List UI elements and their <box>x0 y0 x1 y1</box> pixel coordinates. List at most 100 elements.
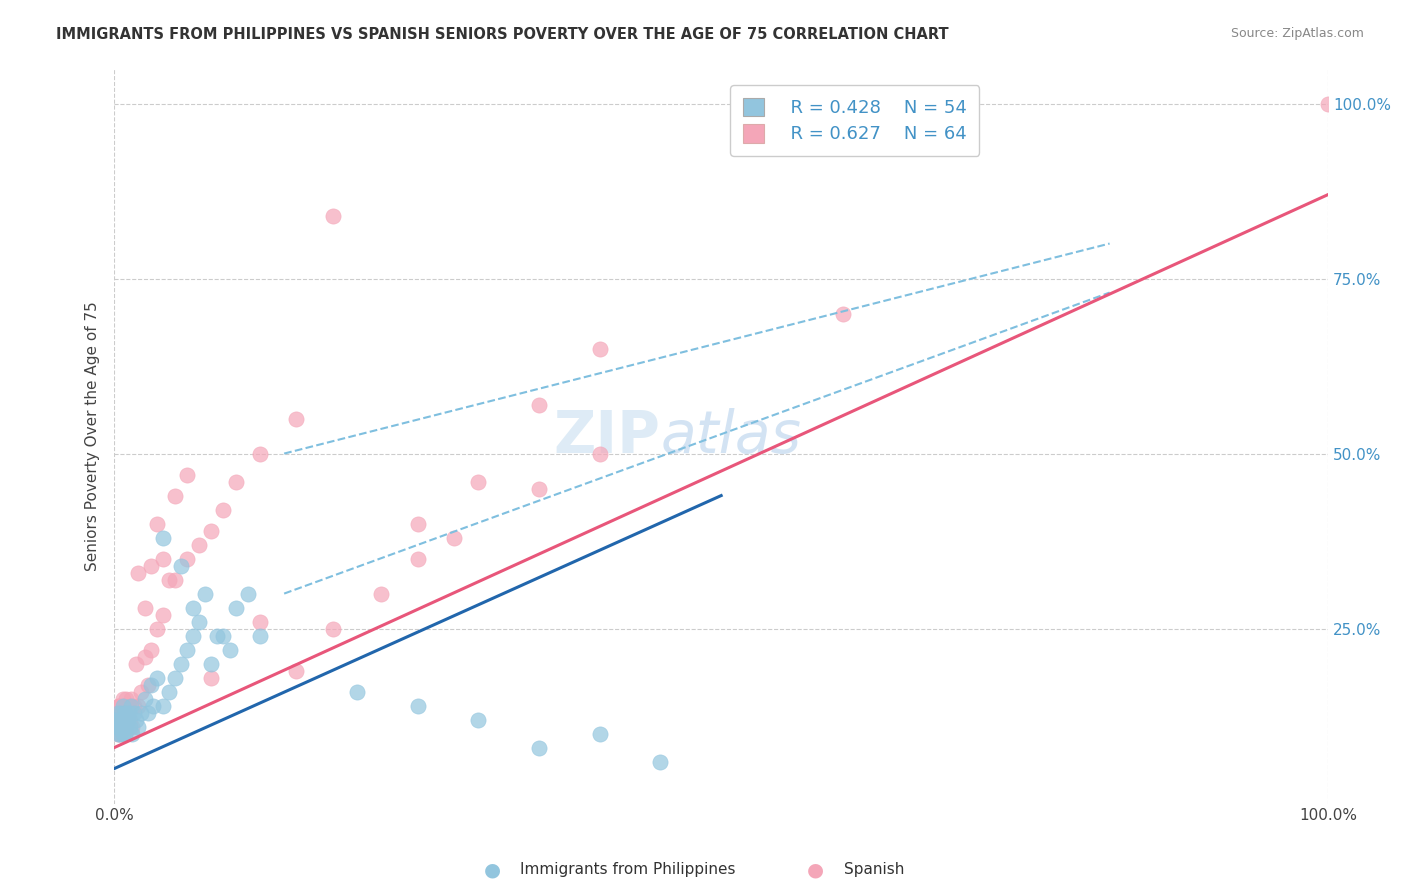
Point <box>181 600 204 615</box>
Text: atlas: atlas <box>661 408 801 465</box>
Point <box>212 629 235 643</box>
Point <box>152 531 174 545</box>
Point <box>107 726 129 740</box>
Point <box>527 740 550 755</box>
Point <box>120 691 142 706</box>
Point <box>136 677 159 691</box>
Point <box>112 706 135 720</box>
Point <box>285 411 308 425</box>
Point <box>443 531 465 545</box>
Point <box>125 713 148 727</box>
Point <box>108 713 131 727</box>
Point <box>249 446 271 460</box>
Point <box>118 698 141 713</box>
Point <box>122 698 145 713</box>
Point <box>139 558 162 573</box>
Point <box>108 720 131 734</box>
Point <box>121 726 143 740</box>
Point <box>650 755 672 769</box>
Point <box>134 691 156 706</box>
Text: ZIP: ZIP <box>554 408 661 465</box>
Point <box>127 566 149 580</box>
Point <box>115 706 138 720</box>
Point <box>125 657 148 671</box>
Point <box>110 726 132 740</box>
Text: Spanish: Spanish <box>844 863 904 877</box>
Point <box>188 538 211 552</box>
Point <box>163 671 186 685</box>
Point <box>1317 96 1340 111</box>
Point <box>110 706 132 720</box>
Point <box>107 706 129 720</box>
Point <box>225 475 247 489</box>
Point <box>249 629 271 643</box>
Point <box>105 720 128 734</box>
Point <box>117 720 139 734</box>
Point <box>145 516 167 531</box>
Point <box>111 726 134 740</box>
Text: Source: ZipAtlas.com: Source: ZipAtlas.com <box>1230 27 1364 40</box>
Point <box>467 713 489 727</box>
Point <box>110 713 132 727</box>
Point <box>225 600 247 615</box>
Point <box>218 642 240 657</box>
Point <box>134 649 156 664</box>
Point <box>104 713 127 727</box>
Point <box>170 657 193 671</box>
Point <box>207 629 229 643</box>
Point <box>152 607 174 622</box>
Point <box>120 698 142 713</box>
Point <box>163 573 186 587</box>
Point <box>406 698 429 713</box>
Point <box>139 642 162 657</box>
Point <box>188 615 211 629</box>
Text: ●: ● <box>807 860 824 880</box>
Point <box>108 698 131 713</box>
Point <box>112 713 135 727</box>
Point <box>127 698 149 713</box>
Y-axis label: Seniors Poverty Over the Age of 75: Seniors Poverty Over the Age of 75 <box>86 301 100 571</box>
Point <box>110 698 132 713</box>
Point <box>118 713 141 727</box>
Text: IMMIGRANTS FROM PHILIPPINES VS SPANISH SENIORS POVERTY OVER THE AGE OF 75 CORREL: IMMIGRANTS FROM PHILIPPINES VS SPANISH S… <box>56 27 949 42</box>
Point <box>111 691 134 706</box>
Point <box>152 551 174 566</box>
Point <box>200 657 222 671</box>
Point <box>181 629 204 643</box>
Point <box>157 684 180 698</box>
Point <box>121 720 143 734</box>
Point <box>176 551 198 566</box>
Point <box>589 726 612 740</box>
Point <box>152 698 174 713</box>
Point <box>112 720 135 734</box>
Point <box>118 720 141 734</box>
Point <box>110 720 132 734</box>
Point <box>194 586 217 600</box>
Point <box>370 586 392 600</box>
Point <box>142 698 165 713</box>
Point <box>115 720 138 734</box>
Legend:   R = 0.428    N = 54,   R = 0.627    N = 64: R = 0.428 N = 54, R = 0.627 N = 64 <box>730 85 979 156</box>
Point <box>831 307 853 321</box>
Point <box>589 446 612 460</box>
Point <box>105 720 128 734</box>
Point <box>118 706 141 720</box>
Point <box>170 558 193 573</box>
Point <box>249 615 271 629</box>
Point <box>129 706 152 720</box>
Point <box>527 482 550 496</box>
Point <box>104 713 127 727</box>
Point <box>157 573 180 587</box>
Point <box>145 622 167 636</box>
Point <box>467 475 489 489</box>
Point <box>163 489 186 503</box>
Point <box>139 677 162 691</box>
Point <box>122 706 145 720</box>
Text: Immigrants from Philippines: Immigrants from Philippines <box>520 863 735 877</box>
Point <box>114 726 136 740</box>
Point <box>527 398 550 412</box>
Point <box>129 684 152 698</box>
Point <box>114 726 136 740</box>
Point <box>107 698 129 713</box>
Point <box>176 467 198 482</box>
